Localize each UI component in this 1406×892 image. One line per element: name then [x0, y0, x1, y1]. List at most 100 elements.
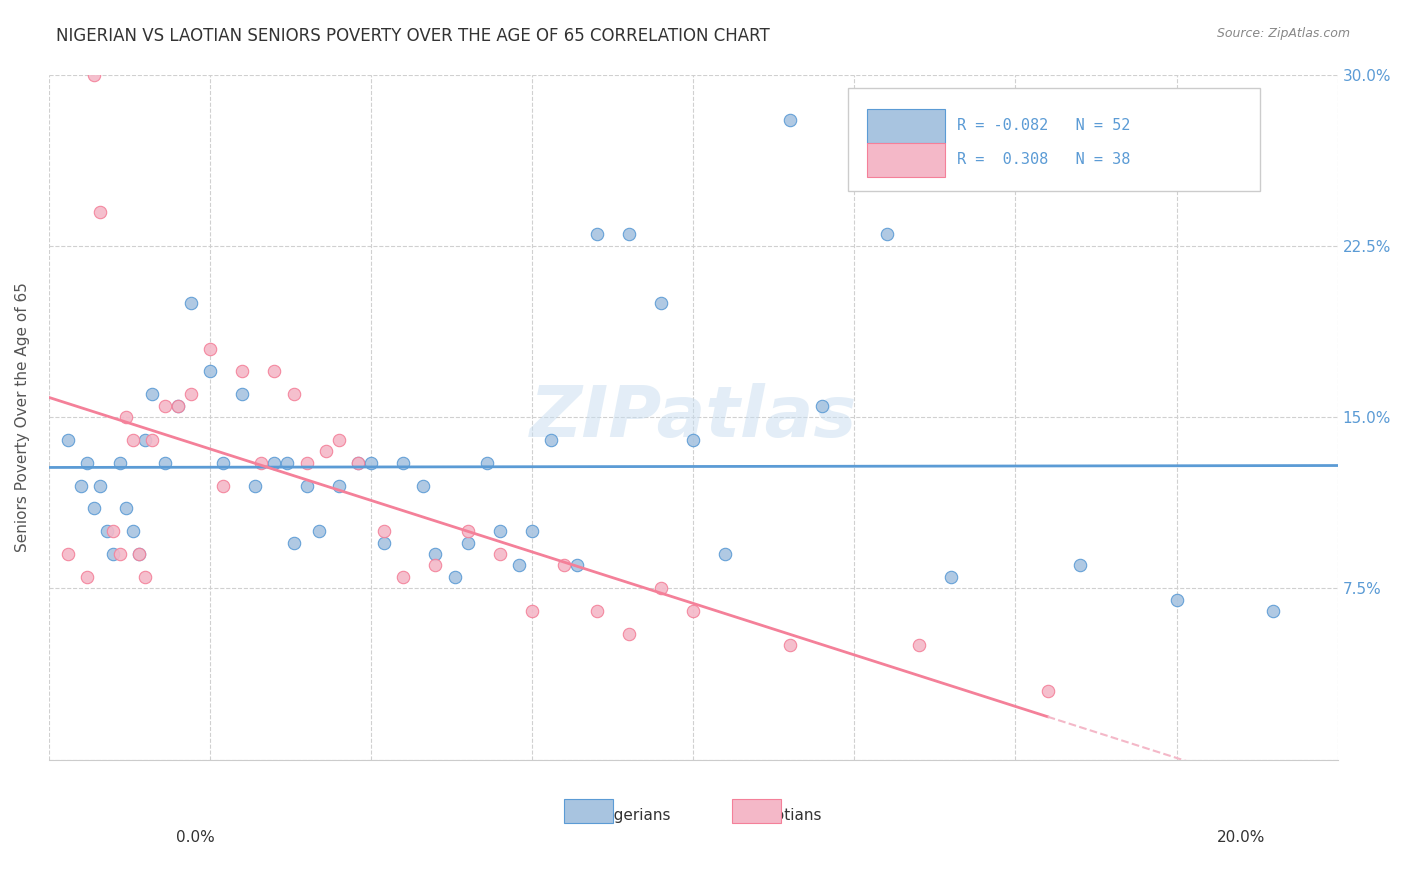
Text: ZIPatlas: ZIPatlas: [530, 383, 856, 451]
Point: [121, 433, 143, 447]
Point: [89, 478, 111, 492]
Point: [682, 433, 704, 447]
Point: [373, 535, 395, 549]
Point: [128, 547, 150, 561]
Point: [811, 399, 834, 413]
Point: [1263, 604, 1285, 618]
Point: [328, 433, 350, 447]
Point: [1069, 558, 1091, 573]
Point: [166, 399, 188, 413]
Point: [134, 570, 156, 584]
Point: [153, 399, 176, 413]
Point: [250, 456, 273, 470]
Point: [508, 558, 530, 573]
Point: [231, 387, 253, 401]
Point: [166, 399, 188, 413]
Point: [211, 478, 233, 492]
Point: [360, 456, 382, 470]
Point: [231, 364, 253, 378]
Point: [134, 433, 156, 447]
Point: [347, 456, 370, 470]
Point: [308, 524, 330, 539]
Point: [89, 204, 111, 219]
Point: [876, 227, 898, 242]
Point: [70, 478, 93, 492]
Point: [328, 478, 350, 492]
Point: [567, 558, 589, 573]
Text: Laotians: Laotians: [758, 807, 823, 822]
Point: [141, 433, 163, 447]
Point: [276, 456, 298, 470]
Point: [108, 547, 131, 561]
Point: [96, 524, 118, 539]
Point: [115, 410, 138, 425]
Text: Source: ZipAtlas.com: Source: ZipAtlas.com: [1216, 27, 1350, 40]
Point: [457, 524, 479, 539]
Text: R = -0.082   N = 52: R = -0.082 N = 52: [957, 118, 1130, 133]
Point: [540, 433, 562, 447]
Point: [283, 535, 305, 549]
Point: [779, 113, 801, 128]
Point: [412, 478, 434, 492]
Point: [315, 444, 337, 458]
Point: [714, 547, 737, 561]
Point: [76, 570, 98, 584]
Point: [263, 456, 285, 470]
Point: [1166, 592, 1188, 607]
Point: [56, 433, 79, 447]
FancyBboxPatch shape: [848, 88, 1260, 191]
Point: [617, 627, 640, 641]
Point: [103, 547, 125, 561]
Point: [1036, 684, 1059, 698]
Point: [939, 570, 962, 584]
Point: [115, 501, 138, 516]
FancyBboxPatch shape: [733, 799, 780, 823]
Point: [373, 524, 395, 539]
Point: [392, 456, 415, 470]
Point: [283, 387, 305, 401]
FancyBboxPatch shape: [564, 799, 613, 823]
Point: [128, 547, 150, 561]
Point: [56, 547, 79, 561]
Point: [295, 456, 318, 470]
Point: [295, 478, 318, 492]
Point: [121, 524, 143, 539]
FancyBboxPatch shape: [868, 109, 945, 143]
Point: [489, 524, 512, 539]
Point: [585, 604, 607, 618]
Point: [198, 342, 221, 356]
Point: [392, 570, 415, 584]
Text: Nigerians: Nigerians: [599, 807, 672, 822]
Point: [83, 68, 105, 82]
Point: [617, 227, 640, 242]
Point: [347, 456, 370, 470]
Point: [103, 524, 125, 539]
Point: [153, 456, 176, 470]
Text: 20.0%: 20.0%: [1218, 830, 1265, 845]
Point: [520, 524, 543, 539]
Point: [108, 456, 131, 470]
Point: [907, 639, 929, 653]
Point: [180, 296, 202, 310]
Point: [198, 364, 221, 378]
Text: R =  0.308   N = 38: R = 0.308 N = 38: [957, 152, 1130, 167]
FancyBboxPatch shape: [868, 143, 945, 178]
Point: [585, 227, 607, 242]
Point: [180, 387, 202, 401]
Point: [83, 501, 105, 516]
Point: [263, 364, 285, 378]
Point: [141, 387, 163, 401]
Point: [489, 547, 512, 561]
Point: [520, 604, 543, 618]
Point: [475, 456, 498, 470]
Point: [457, 535, 479, 549]
Point: [650, 296, 672, 310]
Text: NIGERIAN VS LAOTIAN SENIORS POVERTY OVER THE AGE OF 65 CORRELATION CHART: NIGERIAN VS LAOTIAN SENIORS POVERTY OVER…: [56, 27, 770, 45]
Point: [553, 558, 575, 573]
Text: 0.0%: 0.0%: [176, 830, 215, 845]
Point: [682, 604, 704, 618]
Point: [650, 582, 672, 596]
Point: [425, 547, 447, 561]
Point: [425, 558, 447, 573]
Point: [211, 456, 233, 470]
